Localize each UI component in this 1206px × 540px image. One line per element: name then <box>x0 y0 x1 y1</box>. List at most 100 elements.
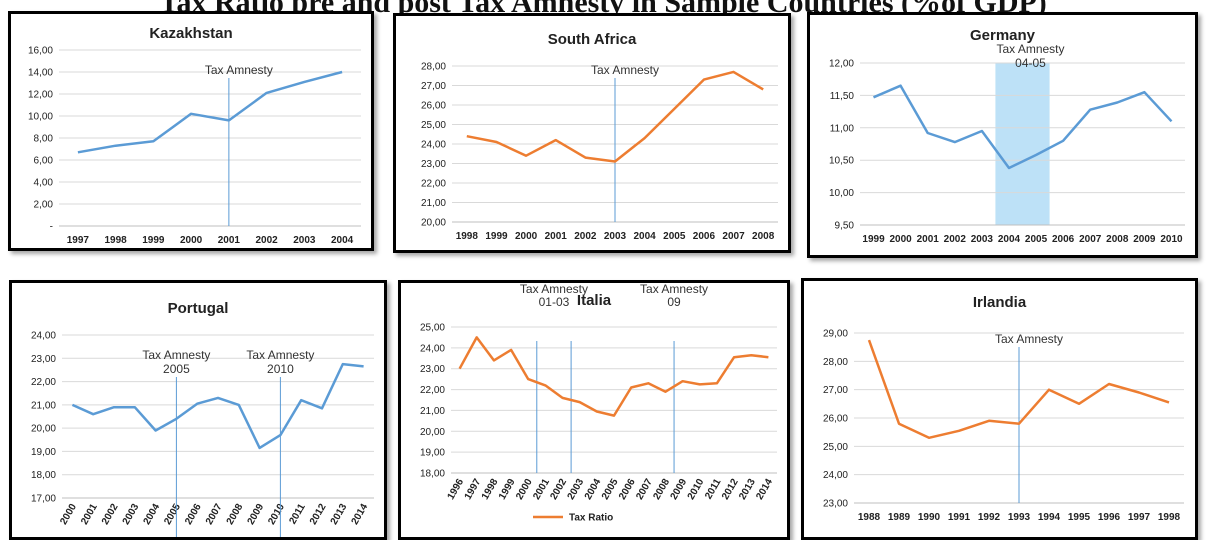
x-tick-label: 2005 <box>162 502 183 527</box>
y-tick-label: 22,00 <box>31 377 56 388</box>
y-tick-label: 18,00 <box>31 470 56 481</box>
tax-ratio-series-line <box>867 339 1170 440</box>
y-tick-label: 14,00 <box>28 68 53 79</box>
x-tick-label: 2004 <box>331 235 354 246</box>
x-tick-label: 2006 <box>183 502 204 527</box>
x-tick-label: 2004 <box>142 502 163 527</box>
x-tick-label: 2006 <box>617 477 638 502</box>
y-tick-label: 9,50 <box>835 221 855 232</box>
tax-ratio-series-line <box>71 362 364 450</box>
x-tick-label: 2001 <box>218 235 241 246</box>
x-tick-label: 2002 <box>944 234 967 245</box>
chart-title: Germany <box>970 27 1036 44</box>
x-tick-label: 1998 <box>105 235 128 246</box>
x-tick-label: 1989 <box>888 512 911 523</box>
x-tick-label: 2002 <box>256 235 279 246</box>
x-tick-label: 2014 <box>350 502 371 527</box>
x-tick-label: 2004 <box>634 231 657 242</box>
y-tick-label: 10,50 <box>829 156 854 167</box>
x-tick-label: 2003 <box>121 502 142 527</box>
tax-amnesty-shaded-range <box>995 63 1050 225</box>
x-tick-label: 1998 <box>480 477 501 502</box>
x-tick-label: 1999 <box>497 477 518 502</box>
chart-panel-kazakhstan: Kazakhstan - 2,00 4,00 6,00 8,00 10,00 12,00 14,… <box>8 11 374 251</box>
y-tick-label: 24,00 <box>421 140 446 151</box>
x-tick-label: 2006 <box>1052 234 1075 245</box>
x-tick-label: 2008 <box>225 502 246 527</box>
x-tick-label: 2009 <box>246 502 267 527</box>
x-tick-label: 2002 <box>548 477 569 502</box>
x-tick-label: 1999 <box>142 235 165 246</box>
chart-irlandia: Irlandia 23,00 24,00 25,00 26,00 27,00 28,00 29… <box>823 294 1184 523</box>
y-tick-label: 12,00 <box>829 59 854 70</box>
x-tick-label: 1998 <box>456 231 479 242</box>
y-tick-label: 21,00 <box>421 198 446 209</box>
x-tick-label: 1999 <box>862 234 885 245</box>
y-tick-label: 21,00 <box>31 400 56 411</box>
x-tick-label: 2003 <box>566 477 587 502</box>
x-tick-label: 2012 <box>720 477 741 502</box>
y-tick-label: 25,00 <box>420 323 445 334</box>
y-tick-label: 11,50 <box>830 91 855 102</box>
y-tick-label: 20,00 <box>31 424 56 435</box>
y-tick-label: 22,00 <box>421 179 446 190</box>
y-tick-label: 8,00 <box>34 134 54 145</box>
chart-title: Kazakhstan <box>149 25 232 42</box>
x-tick-label: 2003 <box>971 234 994 245</box>
x-tick-label: 2004 <box>998 234 1021 245</box>
x-tick-label: 1999 <box>485 231 508 242</box>
x-tick-label: 2000 <box>58 502 79 527</box>
y-tick-label: 10,00 <box>829 188 854 199</box>
x-tick-label: 2008 <box>651 477 672 502</box>
tax-amnesty-label: Tax Amnesty <box>520 283 588 296</box>
x-tick-label: 1996 <box>1098 512 1121 523</box>
y-tick-label: 21,00 <box>420 406 445 417</box>
y-tick-label: 19,00 <box>31 447 56 458</box>
x-tick-label: 2013 <box>737 477 758 502</box>
y-tick-label: 26,00 <box>421 101 446 112</box>
x-tick-label: 2008 <box>1106 234 1129 245</box>
y-tick-label: 23,00 <box>420 364 445 375</box>
x-tick-label: 2008 <box>752 231 775 242</box>
tax-ratio-series-line <box>873 84 1173 170</box>
x-tick-label: 2012 <box>308 502 329 527</box>
chart-kazakhstan: Kazakhstan - 2,00 4,00 6,00 8,00 10,00 12,00 14,… <box>28 25 361 246</box>
chart-title: South Africa <box>548 31 637 48</box>
x-tick-label: 2013 <box>329 502 350 527</box>
x-tick-label: 2005 <box>600 477 621 502</box>
x-tick-label: 2007 <box>634 477 655 502</box>
x-tick-label: 1997 <box>1128 512 1151 523</box>
y-tick-label: 24,00 <box>31 331 56 342</box>
x-tick-label: 2009 <box>669 477 690 502</box>
chart-title: Italia <box>577 292 612 309</box>
x-tick-label: 2007 <box>1079 234 1102 245</box>
y-tick-label: 27,00 <box>421 81 446 92</box>
chart-panel-south-africa: South Africa 20,00 21,00 22,00 23,00 24,00 25,… <box>393 13 791 253</box>
x-tick-label: 2002 <box>100 502 121 527</box>
y-tick-label: 25,00 <box>823 442 848 453</box>
x-tick-label: 1991 <box>948 512 971 523</box>
y-tick-label: 2,00 <box>34 200 54 211</box>
tax-amnesty-label: Tax Amnesty <box>246 348 314 362</box>
tax-amnesty-label: 01-03 <box>539 295 570 309</box>
tax-amnesty-label: Tax Amnesty <box>640 283 708 296</box>
x-tick-label: 2000 <box>514 477 535 502</box>
x-tick-label: 1992 <box>978 512 1001 523</box>
y-tick-label: 19,00 <box>420 448 445 459</box>
x-tick-label: 2005 <box>1025 234 1048 245</box>
x-tick-label: 2003 <box>604 231 627 242</box>
tax-amnesty-label: Tax Amnesty <box>996 42 1064 56</box>
x-tick-label: 1997 <box>67 235 90 246</box>
x-tick-label: 1997 <box>463 477 484 502</box>
x-tick-label: 2000 <box>515 231 538 242</box>
x-tick-label: 2004 <box>583 477 604 502</box>
y-tick-label: 20,00 <box>421 218 446 229</box>
x-tick-label: 2005 <box>663 231 686 242</box>
y-tick-label: - <box>50 222 53 233</box>
y-tick-label: 23,00 <box>31 354 56 365</box>
x-tick-label: 2007 <box>722 231 745 242</box>
tax-amnesty-label: Tax Amnesty <box>591 63 659 77</box>
chart-germany: Germany 9,50 10,00 10,50 11,00 11,50 12,00 1999… <box>829 27 1185 245</box>
y-tick-label: 12,00 <box>28 90 53 101</box>
x-tick-label: 2010 <box>1160 234 1183 245</box>
